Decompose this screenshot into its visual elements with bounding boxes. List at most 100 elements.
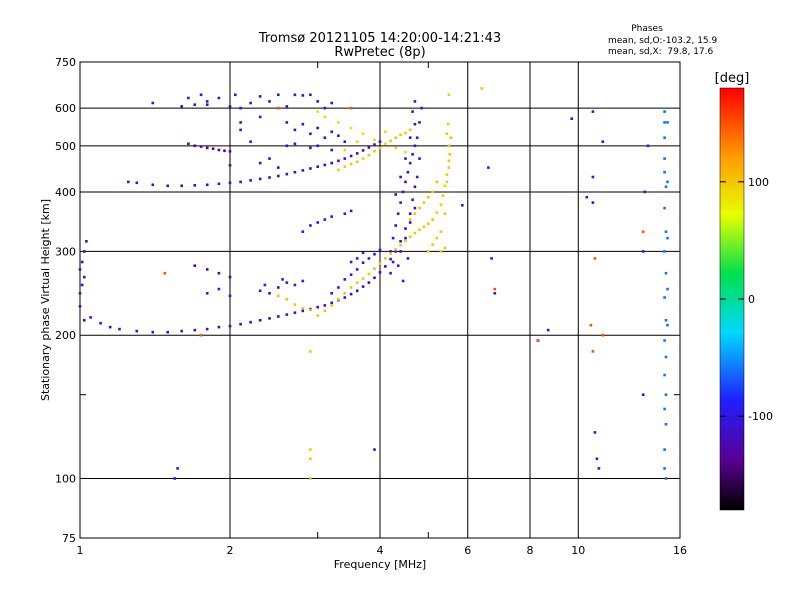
echo-point: [263, 283, 267, 287]
echo-point: [337, 286, 340, 289]
echo-point: [301, 306, 305, 310]
y-tick-label: 750: [55, 56, 76, 69]
echo-point: [309, 350, 312, 353]
echo-point: [406, 257, 410, 260]
echo-point: [394, 224, 397, 227]
echo-point: [448, 153, 451, 156]
y-tick-label: 500: [55, 140, 76, 153]
echo-point: [585, 195, 589, 199]
echo-point: [228, 105, 232, 108]
echo-point: [378, 248, 382, 252]
echo-point: [258, 177, 262, 181]
echo-point: [99, 321, 102, 325]
echo-point: [301, 279, 305, 283]
echo-point: [323, 309, 327, 313]
echo-point: [427, 195, 430, 199]
echo-point: [422, 201, 426, 204]
echo-point: [646, 144, 650, 148]
echo-point: [413, 144, 417, 148]
echo-point: [228, 164, 232, 167]
echo-point: [361, 132, 365, 136]
echo-point: [173, 477, 177, 480]
echo-point: [447, 159, 451, 163]
echo-point: [361, 251, 365, 255]
echo-point: [234, 93, 237, 97]
echo-point: [258, 319, 262, 322]
echo-point: [399, 240, 402, 243]
echo-point: [217, 287, 221, 291]
echo-point: [601, 140, 605, 143]
echo-point: [490, 257, 493, 260]
echo-point: [309, 457, 312, 461]
echo-point: [309, 477, 312, 480]
echo-point: [337, 298, 340, 301]
echo-point: [389, 257, 392, 261]
echo-point: [367, 281, 371, 284]
echo-point: [404, 236, 407, 240]
echo-point: [404, 157, 407, 160]
echo-point: [166, 184, 169, 188]
echo-point: [663, 110, 666, 113]
echo-point: [309, 224, 312, 227]
echo-point: [316, 126, 319, 130]
echo-point: [285, 121, 289, 124]
colorbar-tick-label: 100: [748, 176, 769, 189]
echo-point: [418, 121, 421, 124]
echo-point: [78, 292, 82, 295]
echo-point: [349, 273, 353, 276]
echo-point: [664, 319, 668, 322]
echo-point: [293, 142, 297, 146]
echo-point: [443, 212, 447, 215]
echo-point: [643, 190, 647, 194]
echo-point: [166, 330, 169, 334]
echo-point: [401, 190, 405, 194]
echo-point: [394, 248, 397, 251]
echo-point: [391, 236, 395, 240]
echo-point: [80, 283, 84, 287]
echo-point: [268, 100, 271, 103]
echo-point: [193, 184, 197, 187]
echo-point: [394, 250, 397, 253]
echo-point: [384, 142, 387, 146]
echo-point: [546, 328, 550, 332]
echo-point: [666, 121, 669, 124]
echo-point: [422, 225, 426, 229]
echo-point: [277, 286, 280, 289]
echo-point: [399, 175, 402, 179]
echo-point: [591, 175, 595, 179]
y-tick-label: 200: [55, 329, 76, 342]
echo-point: [404, 239, 407, 242]
echo-point: [435, 211, 439, 214]
x-axis-label: Frequency [MHz]: [334, 558, 426, 571]
echo-point: [258, 95, 262, 98]
echo-point: [641, 393, 645, 396]
echo-point: [439, 230, 443, 233]
echo-point: [108, 325, 112, 329]
echo-point: [323, 304, 327, 307]
y-tick-label: 75: [62, 532, 76, 545]
echo-point: [663, 250, 666, 253]
echo-point: [663, 170, 666, 174]
echo-point: [135, 329, 139, 333]
echo-point: [228, 150, 232, 153]
echo-point: [666, 180, 669, 184]
echo-point: [408, 218, 412, 221]
echo-point: [666, 287, 669, 291]
echo-point: [268, 176, 271, 179]
echo-point: [408, 235, 412, 239]
echo-point: [591, 201, 595, 204]
echo-point: [343, 140, 347, 143]
echo-point: [408, 212, 412, 215]
echo-point: [435, 180, 439, 184]
echo-point: [349, 106, 353, 110]
echo-point: [399, 201, 402, 204]
echo-point: [367, 153, 371, 157]
echo-point: [447, 93, 451, 97]
echo-point: [663, 206, 666, 210]
echo-point: [389, 139, 392, 143]
echo-point: [293, 303, 297, 306]
echo-point: [285, 172, 289, 176]
echo-point: [277, 294, 280, 298]
y-tick-label: 300: [55, 245, 76, 258]
echo-point: [449, 136, 453, 139]
